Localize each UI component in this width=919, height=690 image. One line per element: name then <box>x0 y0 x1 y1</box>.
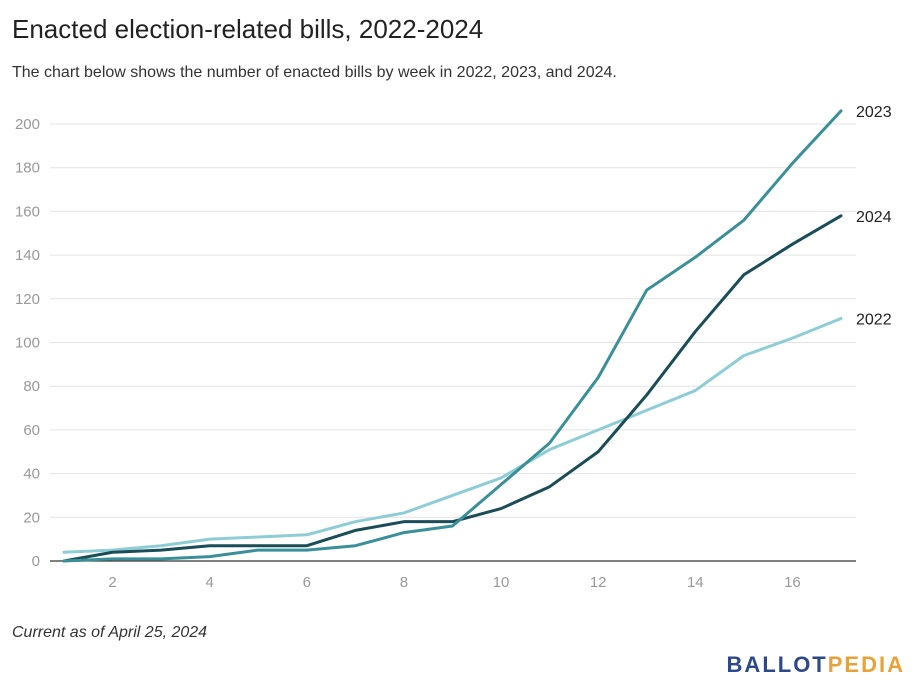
logo-part-ballot: BALLOT <box>726 652 828 677</box>
x-tick-label: 10 <box>493 574 510 591</box>
series-lines <box>62 109 843 563</box>
x-tick-label: 12 <box>590 574 607 591</box>
ballotpedia-logo[interactable]: BALLOTPEDIA <box>727 652 905 678</box>
series-line-2022 <box>62 316 843 554</box>
logo-part-pedia: PEDIA <box>827 652 905 677</box>
y-tick-label: 80 <box>23 378 40 395</box>
series-label-2024: 2024 <box>856 209 892 226</box>
y-tick-label: 200 <box>15 116 40 133</box>
series-label-2022: 2022 <box>856 311 892 328</box>
y-tick-label: 140 <box>15 247 40 264</box>
y-tick-label: 120 <box>15 291 40 308</box>
footnote: Current as of April 25, 2024 <box>12 624 208 641</box>
series-labels: 2022 2024 2023 <box>856 104 892 329</box>
y-tick-label: 160 <box>15 203 40 220</box>
grid-lines <box>50 123 856 562</box>
y-tick-label: 20 <box>23 509 40 526</box>
y-tick-label: 40 <box>23 466 40 483</box>
y-tick-label: 100 <box>15 335 40 352</box>
chart-subtitle: The chart below shows the number of enac… <box>12 64 617 81</box>
x-tick-label: 4 <box>206 574 214 591</box>
y-axis-ticks: 0 20 40 60 80 100 120 140 160 180 200 <box>15 116 40 570</box>
y-tick-label: 0 <box>32 553 40 570</box>
x-tick-label: 8 <box>400 574 408 591</box>
x-tick-label: 14 <box>687 574 704 591</box>
x-tick-label: 2 <box>108 574 116 591</box>
y-tick-label: 60 <box>23 422 40 439</box>
series-line-2023 <box>62 109 843 563</box>
series-line-2024 <box>62 214 843 563</box>
x-tick-label: 6 <box>303 574 311 591</box>
x-axis-ticks: 2 4 6 8 10 12 14 16 <box>108 574 800 591</box>
chart-title: Enacted election-related bills, 2022-202… <box>12 14 484 44</box>
y-tick-label: 180 <box>15 160 40 177</box>
x-tick-label: 16 <box>784 574 801 591</box>
series-label-2023: 2023 <box>856 104 892 121</box>
